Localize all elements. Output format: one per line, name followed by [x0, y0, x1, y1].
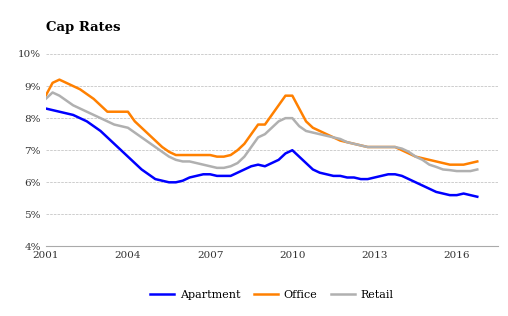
Apartment	[43, 106, 49, 110]
Apartment	[98, 129, 104, 133]
Apartment	[255, 163, 261, 167]
Apartment	[282, 152, 289, 155]
Apartment	[324, 173, 330, 176]
Text: Cap Rates: Cap Rates	[46, 21, 120, 34]
Office	[104, 110, 110, 114]
Line: Retail: Retail	[46, 93, 478, 171]
Retail	[104, 119, 110, 123]
Office	[474, 160, 481, 163]
Legend: Apartment, Office, Retail: Apartment, Office, Retail	[145, 285, 398, 304]
Apartment	[221, 174, 227, 178]
Apartment	[474, 195, 481, 199]
Line: Apartment: Apartment	[46, 108, 478, 197]
Retail	[228, 164, 234, 168]
Apartment	[316, 171, 323, 174]
Office	[262, 123, 268, 126]
Line: Office: Office	[46, 80, 478, 165]
Office	[330, 136, 336, 139]
Retail	[262, 132, 268, 136]
Office	[289, 94, 295, 98]
Retail	[454, 169, 460, 173]
Retail	[474, 167, 481, 171]
Retail	[289, 116, 295, 120]
Office	[43, 94, 49, 98]
Retail	[43, 97, 49, 101]
Office	[56, 78, 62, 82]
Retail	[49, 91, 55, 94]
Office	[324, 132, 330, 136]
Retail	[330, 136, 336, 139]
Retail	[324, 134, 330, 138]
Office	[447, 163, 453, 167]
Office	[228, 153, 234, 157]
